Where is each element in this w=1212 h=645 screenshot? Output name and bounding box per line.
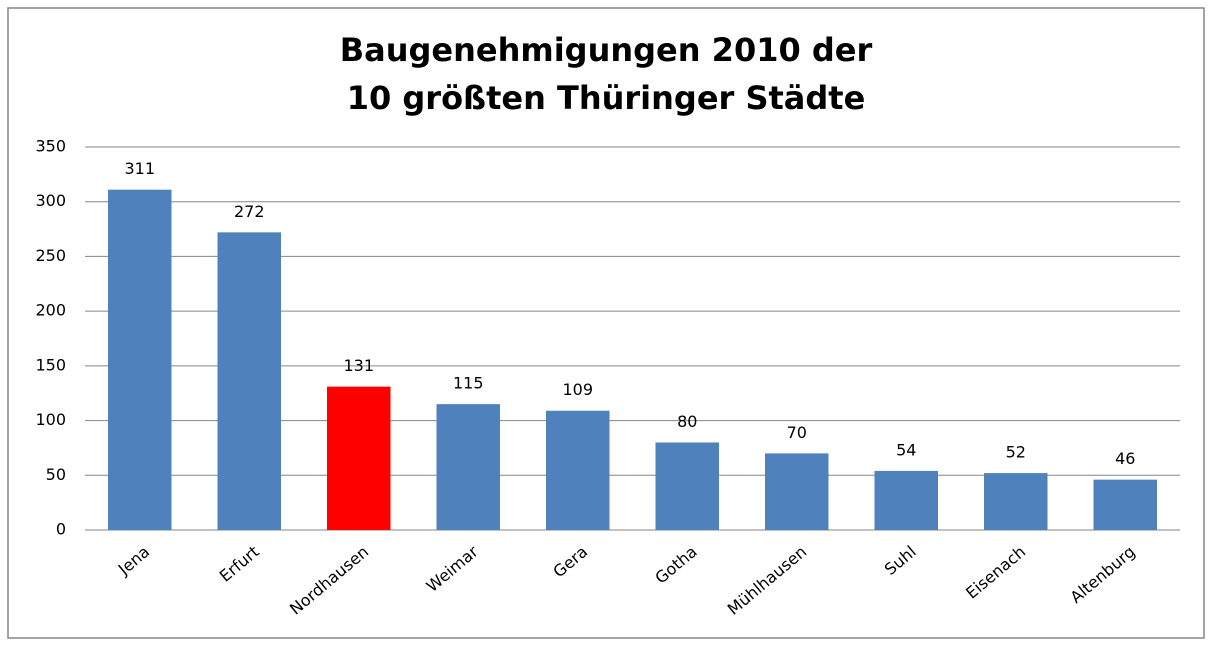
data-label: 52 [1006, 443, 1026, 462]
y-tick-label: 300 [35, 191, 66, 210]
y-tick-label: 150 [35, 355, 66, 374]
y-tick-label: 350 [35, 137, 66, 156]
data-label: 46 [1115, 449, 1135, 468]
y-tick-label: 200 [35, 301, 66, 320]
y-tick-label: 0 [56, 520, 66, 539]
bar [1093, 479, 1158, 530]
chart-title: Baugenehmigungen 2010 der [340, 31, 873, 69]
bar [545, 410, 610, 530]
bar [874, 470, 939, 530]
chart-frame [7, 7, 1205, 639]
data-label: 272 [234, 202, 265, 221]
data-label: 80 [677, 412, 697, 431]
chart-title: 10 größten Thüringer Städte [347, 79, 866, 117]
data-label: 70 [787, 423, 807, 442]
y-tick-label: 100 [35, 410, 66, 429]
bar [107, 189, 172, 531]
y-tick-label: 50 [46, 465, 66, 484]
data-label: 131 [343, 356, 374, 375]
bar [655, 442, 720, 530]
data-label: 311 [124, 159, 155, 178]
bar [326, 386, 391, 530]
data-label: 115 [453, 374, 484, 393]
data-label: 54 [896, 440, 916, 459]
data-label: 109 [562, 380, 593, 399]
bar [436, 404, 501, 530]
bar [764, 453, 829, 530]
bar [217, 232, 282, 530]
y-tick-label: 250 [35, 246, 66, 265]
bar [983, 473, 1048, 530]
